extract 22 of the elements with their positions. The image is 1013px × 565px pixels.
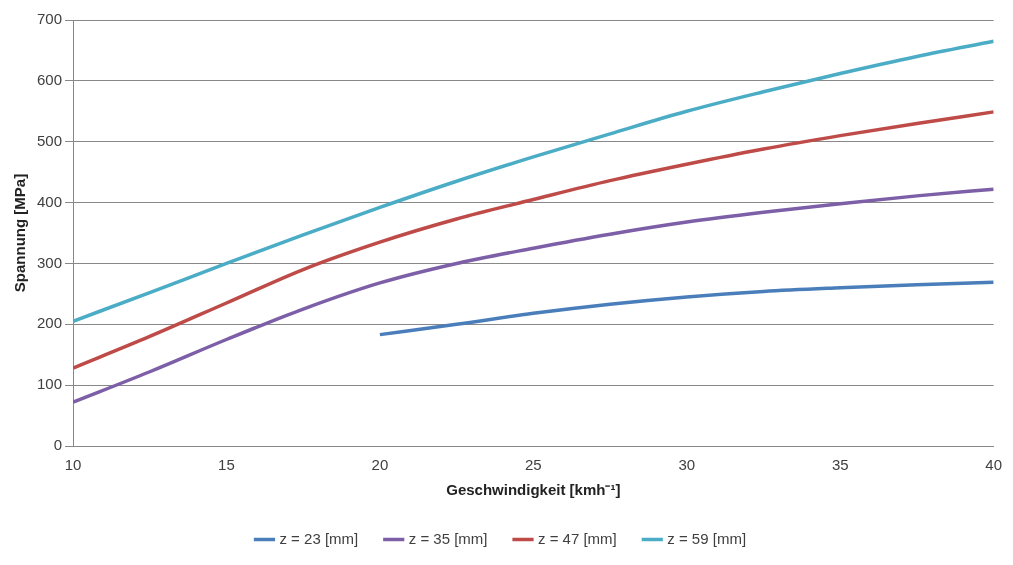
y-tick-label: 100: [37, 375, 63, 393]
legend-label: z = 59 [mm]: [667, 529, 747, 547]
legend-label: z = 23 [mm]: [279, 529, 359, 547]
x-tick-label: 10: [64, 456, 82, 474]
x-tick-label: 25: [525, 456, 542, 474]
x-tick-label: 20: [371, 456, 389, 474]
y-tick-label: 400: [37, 192, 63, 210]
y-tick-label: 0: [53, 436, 63, 454]
x-tick-label: 15: [218, 456, 235, 474]
y-tick-label: 700: [37, 10, 63, 28]
legend-label: z = 47 [mm]: [538, 529, 617, 547]
y-axis-title: Spannung [MPa]: [11, 173, 29, 293]
y-tick-label: 500: [37, 131, 63, 149]
y-tick-label: 300: [37, 253, 63, 271]
x-axis-title: Geschwindigkeit [kmh⁻¹]: [446, 481, 621, 499]
x-tick-label: 40: [985, 456, 1002, 474]
legend-label: z = 35 [mm]: [408, 529, 488, 547]
x-tick-label: 35: [831, 456, 849, 474]
y-tick-label: 200: [37, 314, 63, 332]
x-tick-label: 30: [678, 456, 696, 474]
y-tick-label: 600: [37, 71, 63, 88]
line-series: [378, 280, 994, 337]
